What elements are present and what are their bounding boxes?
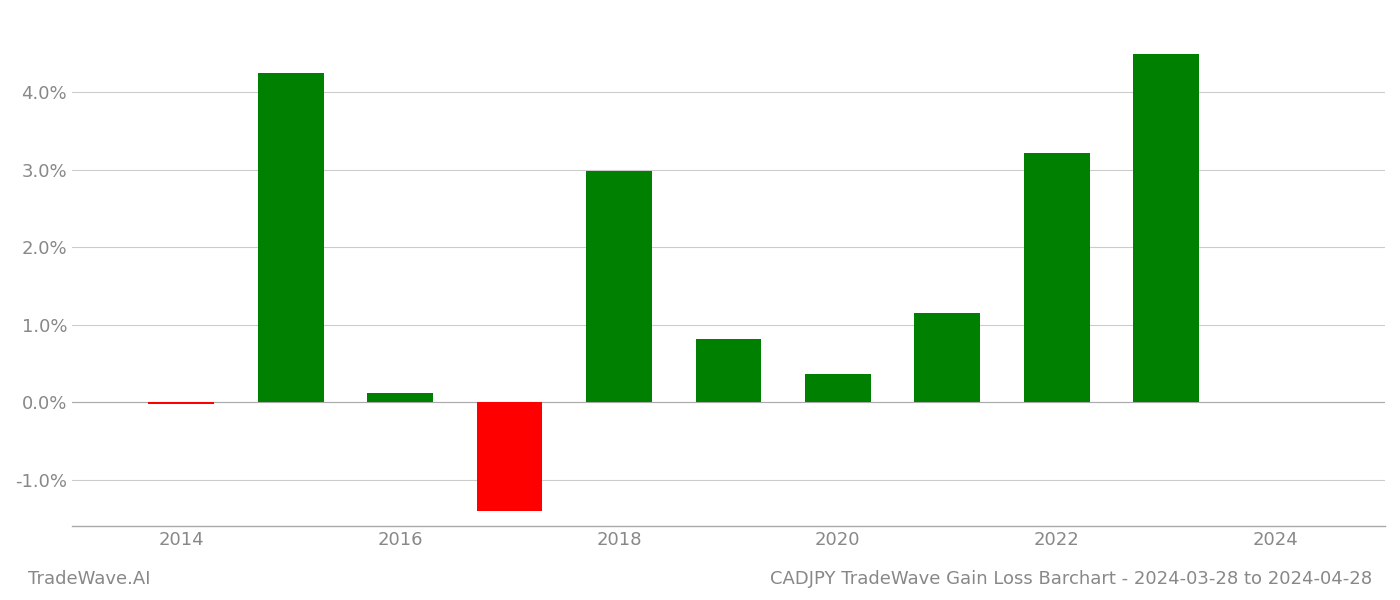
Bar: [367, 393, 433, 402]
Bar: [477, 402, 542, 511]
Text: TradeWave.AI: TradeWave.AI: [28, 570, 151, 588]
Bar: [914, 313, 980, 402]
Bar: [587, 172, 652, 402]
Bar: [1023, 153, 1089, 402]
Text: CADJPY TradeWave Gain Loss Barchart - 2024-03-28 to 2024-04-28: CADJPY TradeWave Gain Loss Barchart - 20…: [770, 570, 1372, 588]
Bar: [696, 339, 762, 402]
Bar: [805, 374, 871, 402]
Bar: [1134, 54, 1198, 402]
Bar: [148, 402, 214, 404]
Bar: [258, 73, 323, 402]
